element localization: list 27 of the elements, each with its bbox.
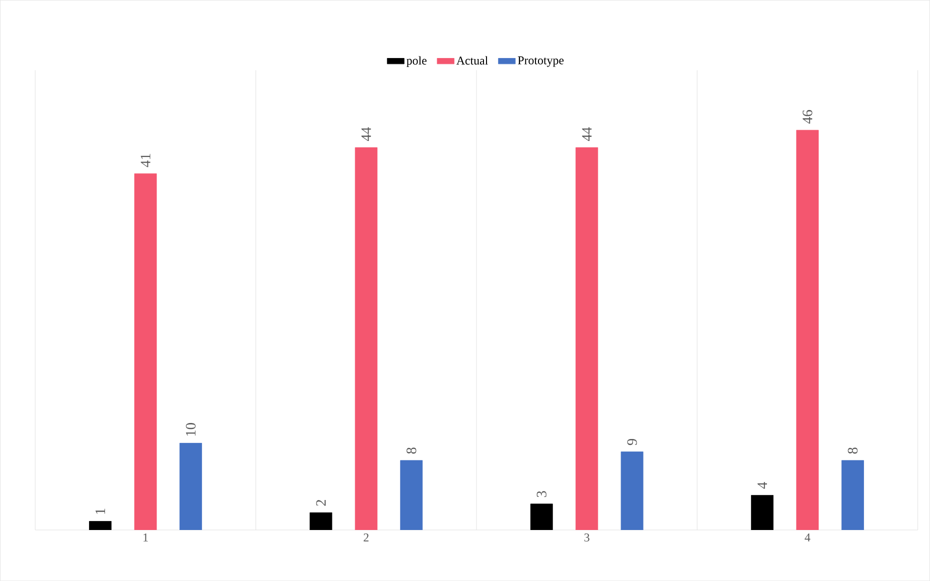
data-label: 2 [316, 500, 326, 506]
data-label: 8 [406, 448, 416, 454]
data-label: 3 [536, 491, 546, 497]
bar [620, 451, 644, 530]
data-label: 44 [361, 127, 371, 141]
bar [180, 442, 202, 530]
data-label: 1 [96, 508, 106, 514]
x-tick-label: 4 [804, 533, 810, 542]
bar [89, 521, 112, 530]
data-label: 10 [186, 422, 196, 436]
x-tick-label: 1 [144, 533, 148, 542]
bar [400, 460, 423, 530]
x-tick-label: 3 [584, 533, 590, 542]
bar [310, 512, 332, 530]
data-label: 41 [140, 154, 150, 168]
data-label: 46 [802, 110, 812, 124]
bar [530, 504, 553, 530]
legend-label: pole [406, 56, 427, 67]
bar [751, 494, 774, 530]
bar [841, 460, 864, 530]
data-label: 8 [848, 448, 858, 454]
data-label: 4 [758, 482, 767, 489]
data-label: 9 [627, 438, 637, 446]
data-label: 44 [582, 127, 592, 141]
x-tick-label: 2 [364, 533, 368, 542]
legend-label: Prototype [518, 56, 564, 67]
legend-label: Actual [456, 56, 488, 65]
